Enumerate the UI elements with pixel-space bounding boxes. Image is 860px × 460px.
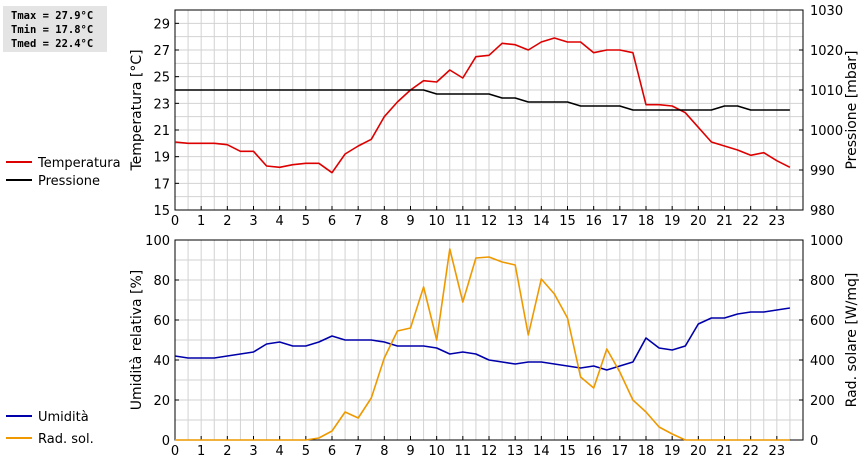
- x-tick-label: 8: [380, 444, 388, 459]
- x-tick-label: 17: [612, 214, 629, 229]
- legend-label: Temperatura: [37, 156, 121, 171]
- y2-tick-label: 800: [810, 274, 835, 289]
- x-tick-label: 11: [455, 214, 472, 229]
- y2-tick-label: 1000: [810, 124, 843, 139]
- y2-tick-label: 400: [810, 354, 835, 369]
- y-tick-label: 23: [153, 97, 170, 112]
- x-tick-label: 2: [223, 444, 231, 459]
- y2-tick-label: 1000: [810, 234, 843, 249]
- x-tick-label: 13: [507, 214, 524, 229]
- x-tick-label: 7: [354, 444, 362, 459]
- x-tick-label: 9: [406, 444, 414, 459]
- y-tick-label: 17: [153, 177, 170, 192]
- y2-tick-label: 200: [810, 394, 835, 409]
- x-tick-label: 8: [380, 214, 388, 229]
- x-tick-label: 15: [559, 444, 576, 459]
- y-tick-label: 27: [153, 44, 170, 59]
- y-tick-label: 15: [153, 204, 170, 219]
- x-tick-label: 12: [481, 214, 498, 229]
- x-tick-label: 21: [716, 444, 733, 459]
- x-tick-label: 6: [328, 214, 336, 229]
- legend-label: Rad. sol.: [38, 432, 94, 447]
- y-tick-label: 0: [162, 434, 170, 449]
- y2-tick-label: 1020: [810, 44, 843, 59]
- x-tick-label: 16: [585, 214, 602, 229]
- x-tick-label: 16: [585, 444, 602, 459]
- x-tick-label: 7: [354, 214, 362, 229]
- y2-tick-label: 990: [810, 164, 835, 179]
- x-tick-label: 23: [769, 444, 786, 459]
- x-tick-label: 13: [507, 444, 524, 459]
- x-tick-label: 11: [455, 444, 472, 459]
- y2-tick-label: 1010: [810, 84, 843, 99]
- x-tick-label: 6: [328, 444, 336, 459]
- series-line-pressione: [175, 89, 790, 111]
- y-tick-label: 25: [153, 71, 170, 86]
- y-tick-label: 20: [153, 394, 170, 409]
- x-tick-label: 18: [638, 214, 655, 229]
- x-tick-label: 4: [276, 214, 284, 229]
- x-tick-label: 14: [533, 444, 550, 459]
- x-tick-label: 1: [197, 444, 205, 459]
- x-tick-label: 22: [742, 444, 759, 459]
- stat-tmin: Tmin = 17.8°C: [11, 24, 94, 36]
- x-tick-label: 0: [171, 214, 179, 229]
- x-tick-label: 17: [612, 444, 629, 459]
- x-tick-label: 19: [664, 444, 681, 459]
- y2-tick-label: 0: [810, 434, 818, 449]
- y-tick-label: 80: [153, 274, 170, 289]
- stat-tmax: Tmax = 27.9°C: [11, 10, 94, 22]
- x-tick-label: 22: [742, 214, 759, 229]
- x-tick-label: 4: [276, 444, 284, 459]
- x-tick-label: 5: [302, 214, 310, 229]
- x-tick-label: 5: [302, 444, 310, 459]
- x-tick-label: 0: [171, 444, 179, 459]
- y-tick-label: 29: [153, 17, 170, 32]
- x-tick-label: 20: [690, 214, 707, 229]
- x-tick-label: 19: [664, 214, 681, 229]
- x-tick-label: 2: [223, 214, 231, 229]
- y-tick-label: 19: [153, 151, 170, 166]
- y-axis-label: Temperatura [°C]: [129, 49, 145, 171]
- x-tick-label: 15: [559, 214, 576, 229]
- y2-tick-label: 600: [810, 314, 835, 329]
- y-axis-label: Umidità relativa [%]: [129, 270, 145, 411]
- legend-label: Pressione: [38, 174, 100, 189]
- y2-tick-label: 1030: [810, 4, 843, 19]
- x-tick-label: 23: [769, 214, 786, 229]
- stat-tmed: Tmed = 22.4°C: [11, 38, 94, 50]
- series-line-umidit-: [174, 307, 791, 371]
- x-tick-label: 14: [533, 214, 550, 229]
- x-tick-label: 10: [428, 214, 445, 229]
- x-tick-label: 1: [197, 214, 205, 229]
- stats-box: Tmax = 27.9°C Tmin = 17.8°C Tmed = 22.4°…: [3, 6, 107, 52]
- y-tick-label: 40: [153, 354, 170, 369]
- y2-tick-label: 980: [810, 204, 835, 219]
- x-tick-label: 20: [690, 444, 707, 459]
- x-tick-label: 18: [638, 444, 655, 459]
- x-tick-label: 3: [249, 214, 257, 229]
- x-tick-label: 10: [428, 444, 445, 459]
- x-tick-label: 21: [716, 214, 733, 229]
- x-tick-label: 3: [249, 444, 257, 459]
- y-tick-label: 100: [145, 234, 170, 249]
- y2-axis-label: Pressione [mbar]: [844, 50, 860, 169]
- x-tick-label: 12: [481, 444, 498, 459]
- legend-label: Umidità: [38, 410, 89, 425]
- y-tick-label: 21: [153, 124, 170, 139]
- y2-axis-label: Rad. solare [W/mq]: [844, 273, 860, 408]
- series-line-rad-sol-: [175, 248, 790, 441]
- y-tick-label: 60: [153, 314, 170, 329]
- x-tick-label: 9: [406, 214, 414, 229]
- series-line-temperatura: [174, 37, 791, 174]
